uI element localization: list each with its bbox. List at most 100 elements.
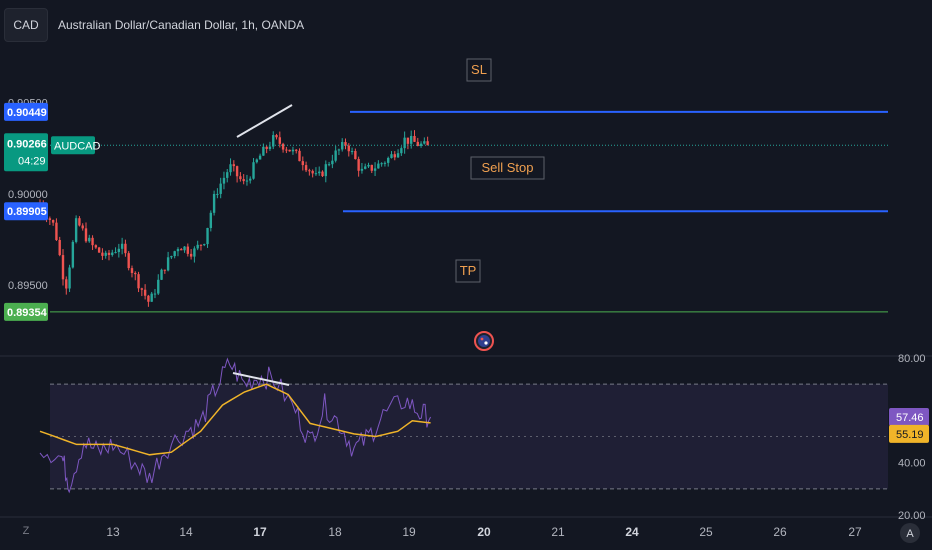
candle-body: [157, 279, 160, 294]
candle-body: [160, 269, 163, 280]
sell-stop-price-tag-bg: [4, 202, 48, 221]
candle-body: [176, 249, 180, 252]
sl-label-text: SL: [471, 62, 487, 77]
candle-body: [117, 248, 121, 253]
rsi-pane[interactable]: [39, 357, 888, 494]
rsi-ma-value-tag-bg: [889, 424, 929, 443]
candle-body: [137, 274, 140, 289]
sl-price-tag: 0.90449: [7, 107, 47, 119]
candle-body: [393, 154, 396, 158]
sl-price-tag-bg: [4, 102, 48, 121]
currency-button[interactable]: CAD: [4, 8, 48, 42]
candle-body: [245, 180, 249, 182]
candle-body: [341, 142, 344, 150]
candle-body: [193, 248, 196, 257]
candle-body: [104, 252, 107, 256]
candle-body: [111, 252, 114, 255]
candle-body: [350, 151, 354, 153]
candle-body: [226, 172, 229, 178]
time-tick-label: 20: [477, 525, 491, 539]
candle-body: [357, 159, 360, 171]
svg-text:Z: Z: [23, 525, 30, 537]
time-tick-label: 26: [773, 525, 787, 539]
tp-label: TP: [455, 259, 481, 283]
candle-body: [209, 212, 213, 228]
candle-body: [183, 246, 186, 251]
candle-body: [295, 149, 298, 151]
current-price-tag: 0.90266: [7, 138, 47, 150]
candle-body: [258, 155, 262, 160]
candle-body: [370, 164, 373, 171]
candle-body: [396, 153, 400, 158]
candle-body: [314, 173, 318, 175]
candle-body: [331, 160, 334, 165]
candle-body: [364, 166, 367, 169]
candle-body: [423, 141, 426, 144]
candle-body: [311, 170, 314, 174]
tp-label-box: [455, 259, 481, 283]
sell-stop-label-box: [470, 156, 545, 180]
candle-body: [107, 252, 111, 255]
candle-body: [186, 246, 190, 254]
symbol-title: Australian Dollar/Canadian Dollar, 1h, O…: [58, 18, 305, 32]
candle-body: [265, 146, 268, 149]
candle-body: [410, 135, 413, 144]
price-tags: 0.90449 0.90266 04:29 AUDCAD 0.89905 0.89354 5…: [4, 102, 929, 443]
price-pane[interactable]: SL Sell Stop TP: [38, 58, 888, 313]
symbol-tag: AUDCAD: [54, 140, 101, 152]
rsi-value-tag-bg: [889, 407, 929, 426]
candle-body: [347, 145, 350, 152]
timezone-icon[interactable]: Z: [23, 525, 30, 537]
candle-body: [232, 164, 236, 167]
candle-body: [91, 237, 94, 246]
price-tick-label: 0.90000: [8, 189, 48, 201]
candle-body: [235, 166, 239, 177]
candle-body: [318, 171, 321, 174]
rsi-line: [39, 357, 432, 494]
tp-price-tag-bg: [4, 302, 48, 321]
candle-body: [239, 176, 242, 180]
candle-body: [377, 163, 380, 169]
candle-body: [344, 142, 347, 146]
candle-body: [74, 218, 78, 242]
candle-body: [189, 253, 193, 257]
time-tick-label: 18: [328, 525, 342, 539]
candle-body: [373, 168, 377, 171]
candle-body: [229, 164, 232, 173]
candle-body: [380, 163, 383, 165]
candle-body: [321, 171, 324, 177]
candle-body: [51, 220, 55, 223]
candle-body: [383, 162, 387, 164]
candle-body: [387, 157, 390, 163]
candle-body: [68, 267, 71, 289]
candle-body: [285, 149, 288, 151]
candle-body: [48, 218, 52, 221]
candle-body: [216, 193, 219, 195]
candle-body: [304, 165, 308, 171]
candle-body: [173, 251, 176, 257]
time-tick-label: 27: [848, 525, 862, 539]
candle-body: [81, 225, 84, 229]
candle-body: [71, 241, 75, 268]
rsi-tick-label: 40.00: [898, 458, 926, 470]
candle-body: [403, 137, 406, 149]
rsi-ma-value-tag: 55.19: [896, 429, 924, 441]
sell-stop-price-tag: 0.89905: [7, 206, 47, 218]
tp-label-text: TP: [460, 263, 477, 278]
candle-body: [212, 193, 216, 213]
candle-body: [337, 149, 341, 151]
candle-body: [291, 149, 295, 152]
candle-body: [327, 164, 331, 166]
candle-body: [166, 257, 170, 271]
candle-body: [268, 146, 272, 149]
candle-body: [416, 141, 419, 146]
candle-body: [308, 170, 311, 172]
auto-scale-button[interactable]: A: [900, 523, 920, 543]
candle-body: [419, 143, 423, 146]
price-trendline: [236, 104, 293, 138]
candle-body: [301, 161, 304, 166]
candle-body: [163, 269, 167, 271]
australia-flag-icon[interactable]: [474, 331, 494, 351]
sell-stop-label: Sell Stop: [470, 156, 545, 180]
